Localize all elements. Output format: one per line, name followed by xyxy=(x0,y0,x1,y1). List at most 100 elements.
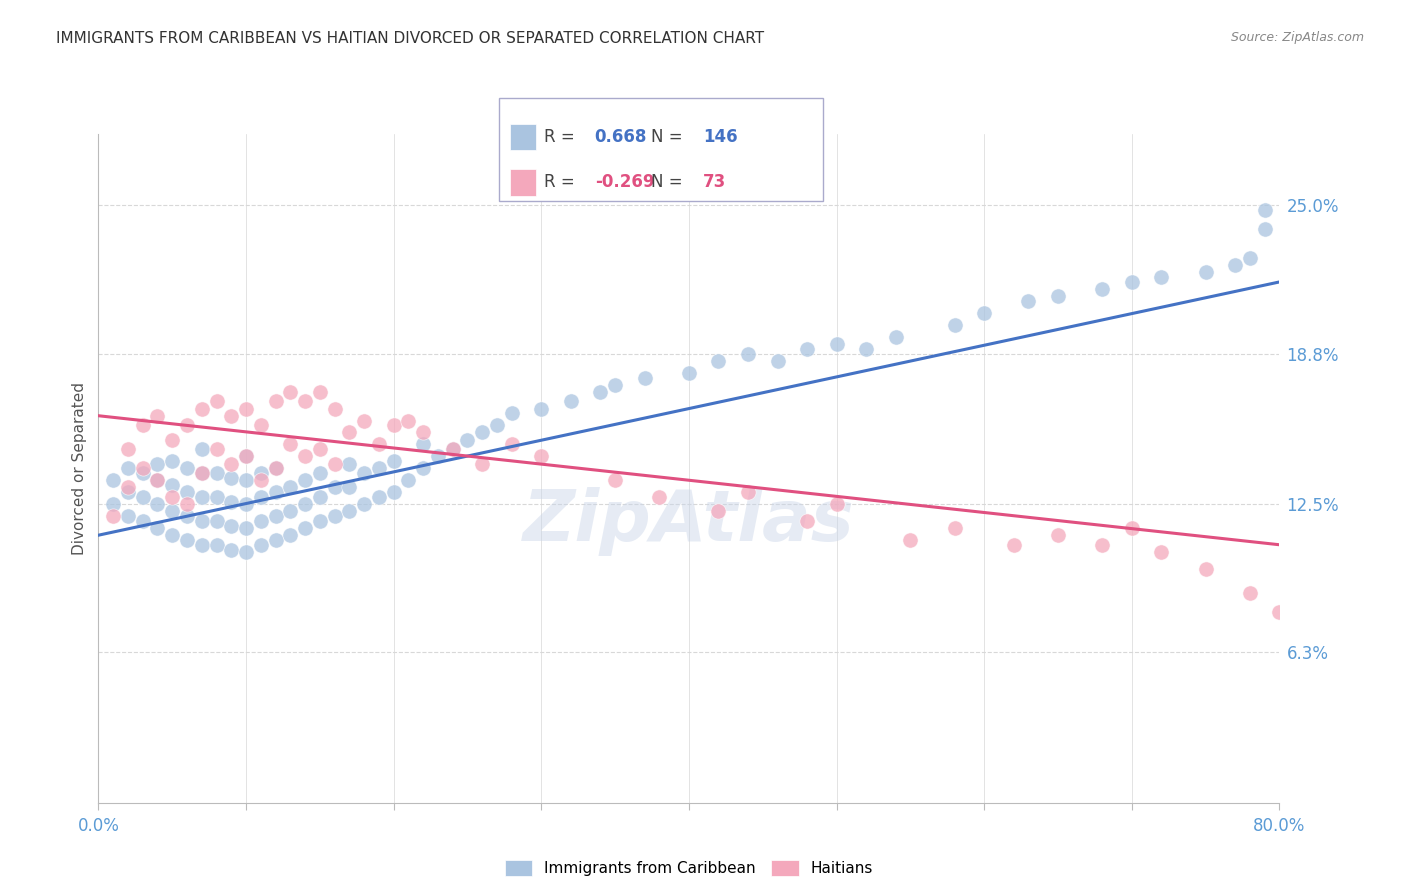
Point xyxy=(353,466,375,480)
Point xyxy=(412,425,434,440)
Point xyxy=(219,471,242,485)
Point xyxy=(162,433,183,447)
Point xyxy=(235,473,257,487)
Point xyxy=(132,461,155,475)
Point xyxy=(132,514,155,528)
Point xyxy=(884,330,907,344)
Point xyxy=(162,490,183,504)
Point xyxy=(441,442,464,457)
Point xyxy=(1195,562,1218,576)
Point xyxy=(471,457,494,471)
Point xyxy=(219,409,242,423)
Point xyxy=(205,442,228,457)
Point xyxy=(382,418,405,433)
Point xyxy=(1121,275,1143,289)
Point xyxy=(205,538,228,552)
Point xyxy=(323,509,346,524)
Point xyxy=(309,384,332,399)
Point xyxy=(176,485,198,500)
Point xyxy=(219,518,242,533)
Text: 146: 146 xyxy=(703,128,738,146)
Point xyxy=(117,442,139,457)
Point xyxy=(530,401,553,416)
Point xyxy=(205,514,228,528)
Point xyxy=(855,342,877,356)
Point xyxy=(294,394,316,409)
Point xyxy=(294,450,316,464)
Point xyxy=(1017,294,1039,309)
Point xyxy=(205,490,228,504)
Point xyxy=(796,342,818,356)
Point xyxy=(132,418,155,433)
Point xyxy=(309,514,332,528)
Point xyxy=(278,384,302,399)
Text: -0.269: -0.269 xyxy=(595,173,654,191)
Point xyxy=(1091,538,1114,552)
Point xyxy=(191,466,214,480)
Point xyxy=(471,425,494,440)
Point xyxy=(825,497,848,511)
Point xyxy=(294,521,316,535)
Point xyxy=(382,454,405,468)
Point xyxy=(973,306,995,320)
Point xyxy=(264,461,287,475)
Legend: Immigrants from Caribbean, Haitians: Immigrants from Caribbean, Haitians xyxy=(499,854,879,882)
Point xyxy=(103,473,125,487)
Point xyxy=(250,490,273,504)
Text: 0.668: 0.668 xyxy=(595,128,647,146)
Point xyxy=(1223,258,1246,272)
Point xyxy=(501,437,523,451)
Point xyxy=(132,466,155,480)
Point xyxy=(633,370,655,384)
Point xyxy=(766,353,789,368)
Point xyxy=(323,480,346,494)
Point xyxy=(235,497,257,511)
Point xyxy=(412,461,434,475)
Point xyxy=(943,318,966,332)
Point xyxy=(162,504,183,518)
Point xyxy=(501,406,523,420)
Point xyxy=(412,437,434,451)
Point xyxy=(176,497,198,511)
Point xyxy=(530,450,553,464)
Point xyxy=(1268,605,1291,619)
Point xyxy=(1254,203,1277,218)
Point xyxy=(176,461,198,475)
Point xyxy=(648,490,671,504)
Point xyxy=(309,490,332,504)
Point xyxy=(1002,538,1025,552)
Point xyxy=(264,509,287,524)
Point xyxy=(191,538,214,552)
Point xyxy=(250,418,273,433)
Point xyxy=(162,478,183,492)
Point xyxy=(1254,222,1277,236)
Point xyxy=(737,346,759,360)
Point xyxy=(678,366,700,380)
Point xyxy=(235,450,257,464)
Point xyxy=(294,473,316,487)
Point xyxy=(1150,545,1173,559)
Point xyxy=(219,457,242,471)
Point xyxy=(368,490,391,504)
Point xyxy=(278,528,302,542)
Point xyxy=(264,533,287,547)
Point xyxy=(235,401,257,416)
Point xyxy=(250,514,273,528)
Text: Source: ZipAtlas.com: Source: ZipAtlas.com xyxy=(1230,31,1364,45)
Text: 73: 73 xyxy=(703,173,727,191)
Text: N =: N = xyxy=(651,173,688,191)
Point xyxy=(1121,521,1143,535)
Point xyxy=(176,509,198,524)
Point xyxy=(796,514,818,528)
Point xyxy=(103,497,125,511)
Point xyxy=(589,384,612,399)
Point xyxy=(191,401,214,416)
Text: IMMIGRANTS FROM CARIBBEAN VS HAITIAN DIVORCED OR SEPARATED CORRELATION CHART: IMMIGRANTS FROM CARIBBEAN VS HAITIAN DIV… xyxy=(56,31,765,46)
Point xyxy=(309,466,332,480)
Point xyxy=(1046,289,1069,303)
Point xyxy=(191,490,214,504)
Point xyxy=(353,413,375,427)
Text: R =: R = xyxy=(544,128,581,146)
Point xyxy=(132,490,155,504)
Point xyxy=(264,485,287,500)
